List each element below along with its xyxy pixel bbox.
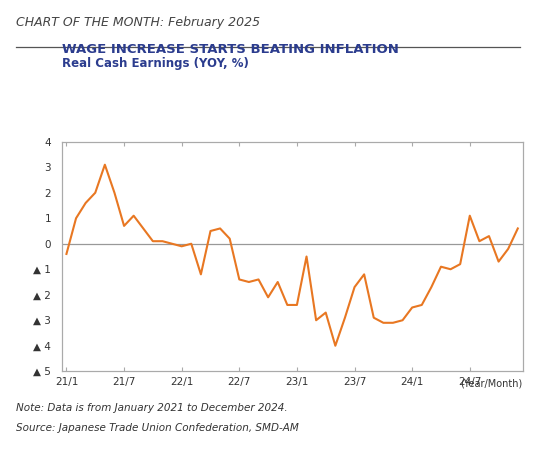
Text: Real Cash Earnings (YOY, %): Real Cash Earnings (YOY, %): [62, 57, 249, 70]
Text: (Year/Month): (Year/Month): [460, 379, 523, 389]
Text: Source: Japanese Trade Union Confederation, SMD-AM: Source: Japanese Trade Union Confederati…: [16, 423, 299, 433]
Text: Note: Data is from January 2021 to December 2024.: Note: Data is from January 2021 to Decem…: [16, 403, 288, 413]
Text: CHART OF THE MONTH: February 2025: CHART OF THE MONTH: February 2025: [16, 16, 260, 29]
Text: WAGE INCREASE STARTS BEATING INFLATION: WAGE INCREASE STARTS BEATING INFLATION: [62, 43, 398, 56]
